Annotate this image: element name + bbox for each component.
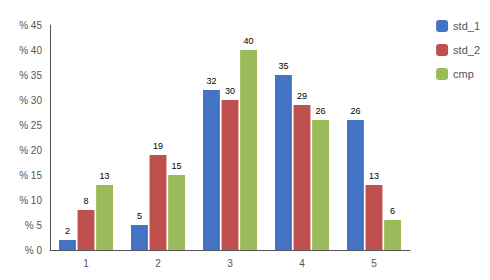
svg-text:% 10: % 10 xyxy=(19,195,42,206)
svg-text:29: 29 xyxy=(297,91,307,101)
svg-text:% 20: % 20 xyxy=(19,145,42,156)
svg-text:19: 19 xyxy=(153,141,163,151)
svg-text:30: 30 xyxy=(225,86,235,96)
svg-text:5: 5 xyxy=(371,258,377,269)
svg-text:% 25: % 25 xyxy=(19,120,42,131)
svg-text:% 0: % 0 xyxy=(25,245,43,256)
svg-text:15: 15 xyxy=(172,161,182,171)
svg-text:35: 35 xyxy=(278,61,288,71)
svg-text:% 30: % 30 xyxy=(19,95,42,106)
svg-text:cmp: cmp xyxy=(453,68,474,80)
svg-text:40: 40 xyxy=(244,36,254,46)
svg-text:6: 6 xyxy=(390,206,395,216)
svg-text:5: 5 xyxy=(137,211,142,221)
svg-text:% 5: % 5 xyxy=(25,220,43,231)
svg-text:8: 8 xyxy=(83,196,88,206)
svg-text:% 45: % 45 xyxy=(19,20,42,31)
svg-text:32: 32 xyxy=(206,76,216,86)
svg-text:2: 2 xyxy=(155,258,161,269)
svg-text:1: 1 xyxy=(83,258,89,269)
svg-text:26: 26 xyxy=(350,106,360,116)
svg-text:% 40: % 40 xyxy=(19,45,42,56)
svg-text:13: 13 xyxy=(100,171,110,181)
svg-text:% 15: % 15 xyxy=(19,170,42,181)
svg-text:13: 13 xyxy=(369,171,379,181)
svg-text:% 35: % 35 xyxy=(19,70,42,81)
svg-text:26: 26 xyxy=(316,106,326,116)
svg-text:2: 2 xyxy=(65,226,70,236)
svg-text:4: 4 xyxy=(299,258,305,269)
svg-text:std_1: std_1 xyxy=(453,20,480,32)
svg-text:3: 3 xyxy=(227,258,233,269)
svg-text:std_2: std_2 xyxy=(453,44,480,56)
